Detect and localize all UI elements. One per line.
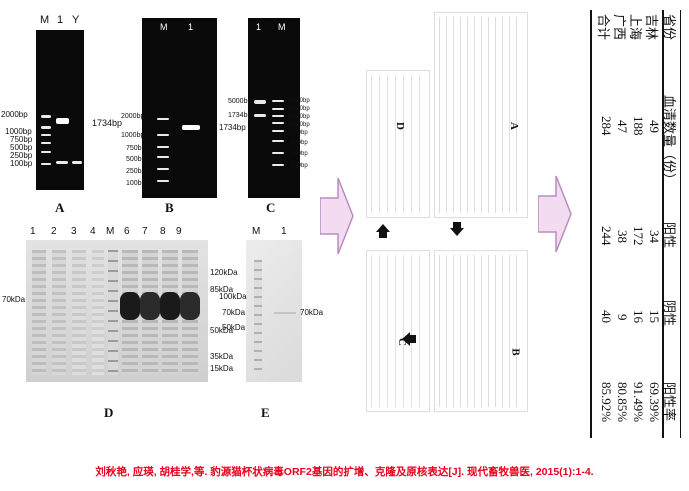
- gel-b-band-label: 1734bp: [219, 123, 246, 132]
- row-jilin-count: 49: [647, 120, 662, 133]
- middle-tables: A B C D: [362, 10, 530, 412]
- gel-a-marker-500: 500bp: [10, 143, 33, 152]
- gel-d-marker-120: 120kDa: [210, 268, 238, 277]
- gel-c-marker-1000: 1.000bp: [288, 122, 310, 128]
- table-a: [434, 12, 528, 218]
- table-b: [434, 250, 528, 412]
- gel-d-lane-6: 6: [124, 226, 130, 237]
- row-guangxi-count: 47: [615, 120, 630, 133]
- gel-c-marker-500: 500bp: [291, 140, 308, 146]
- panel-letter-b: B: [165, 200, 174, 215]
- panel-letter-c: C: [266, 200, 276, 215]
- gel-d-left-70kda: 70kDa: [2, 295, 26, 304]
- gel-e-marker-50: 50kDa: [222, 323, 246, 332]
- gel-a-band-label: 1734bp: [92, 118, 123, 128]
- table-letter-b: B: [509, 348, 522, 356]
- right-arrow-icon: [320, 177, 354, 255]
- gel-e-band-label: 70kDa: [300, 308, 324, 317]
- table-letter-a: A: [507, 122, 520, 130]
- header-province: 省份: [662, 14, 677, 41]
- panel-letter-e: E: [261, 405, 270, 420]
- row-shanghai-rate: 91.49%: [631, 382, 646, 423]
- gel-c-left-1734: 1734bp: [228, 112, 252, 119]
- table-d: [366, 70, 430, 218]
- gel-b-marker-1000: 1000bp: [121, 132, 145, 139]
- gel-c-marker-100: 100bp: [291, 163, 308, 169]
- gel-c-image: 1 M: [248, 18, 300, 198]
- row-shanghai-negative: 16: [631, 310, 646, 323]
- gel-d-lane-m: M: [106, 226, 115, 237]
- gel-b-marker-2000: 2000bp: [121, 113, 145, 120]
- gel-c-lane-m: M: [278, 22, 286, 32]
- gel-d-marker-15: 15kDa: [210, 364, 234, 373]
- gel-d-lane-4: 4: [90, 226, 96, 237]
- row-jilin-negative: 15: [647, 310, 662, 323]
- row-shanghai-count: 188: [631, 116, 646, 136]
- gel-b-marker-500: 500bp: [126, 156, 146, 163]
- gel-e-marker-70: 70kDa: [222, 308, 246, 317]
- gel-d-marker-35: 35kDa: [210, 352, 234, 361]
- gel-b-lane-m: M: [160, 22, 168, 32]
- gel-d-marker-50: 50kDa: [210, 326, 234, 335]
- table-c: [366, 250, 430, 412]
- gel-e-image: [246, 240, 302, 382]
- gel-a-marker-1000: 1000bp: [5, 127, 32, 136]
- gel-a-lane-1: 1: [57, 14, 64, 26]
- row-guangxi-rate: 80.85%: [615, 382, 630, 423]
- gel-d-marker-85: 85kDa: [210, 285, 234, 294]
- gel-c-marker-750: 750bp: [291, 130, 308, 136]
- gel-a-lane-y: Y: [72, 14, 80, 26]
- header-positive-rate: 阳性率: [662, 382, 677, 422]
- left-arrow-icon: [402, 332, 416, 346]
- gel-b-lane-1: 1: [188, 22, 194, 32]
- citation: 刘秋艳, 应瑛, 胡桂学,等. 豹源猫杯状病毒ORF2基因的扩增、克隆及原核表达…: [95, 466, 594, 478]
- gel-a-marker-750: 750bp: [10, 135, 33, 144]
- gel-c-marker-2000: 2.000bp: [288, 106, 310, 112]
- header-serum-count: 血清数量（份）: [662, 95, 677, 187]
- gel-d-lane-2: 2: [51, 226, 57, 237]
- gel-a-marker-250: 250bp: [10, 151, 33, 160]
- panel-letter-a: A: [55, 200, 65, 215]
- header-positive: 阳性: [662, 222, 677, 249]
- header-negative: 阴性: [662, 300, 677, 327]
- row-jilin-rate: 69.39%: [647, 382, 662, 423]
- stats-table: 省份 血清数量（份） 阳性 阴性 阳性率 吉林 49 34 15 69.39% …: [582, 10, 686, 440]
- gel-e-lane-1: 1: [281, 226, 287, 237]
- row-shanghai-positive: 172: [631, 226, 646, 246]
- gel-b-marker-100: 100bp: [126, 180, 146, 187]
- right-arrow-icon-2: [538, 175, 572, 253]
- down-arrow-icon: [450, 222, 464, 236]
- row-total-positive: 244: [599, 226, 614, 246]
- gel-e-marker-100: 100kDa: [219, 292, 247, 301]
- gel-c-lane-1: 1: [256, 22, 262, 32]
- gel-a-lane-m: M: [40, 14, 50, 26]
- gel-c-left-5000: 5000bp: [228, 98, 252, 105]
- gel-d-lane-1: 1: [30, 226, 36, 237]
- gel-a-marker-100: 100bp: [10, 159, 33, 168]
- gel-c-marker-1500: 1.500bp: [288, 114, 310, 120]
- row-total-negative: 40: [599, 310, 614, 323]
- gel-c-marker-5000: 5.000bp: [288, 98, 310, 104]
- gel-e-lane-m: M: [252, 226, 261, 237]
- gel-b-image: M 1: [142, 18, 217, 198]
- row-total-rate: 85.92%: [599, 382, 614, 423]
- gel-d-lane-7: 7: [142, 226, 148, 237]
- up-arrow-icon: [376, 224, 390, 238]
- row-jilin-positive: 34: [647, 230, 662, 243]
- table-letter-d: D: [393, 122, 406, 130]
- gel-d-lane-3: 3: [71, 226, 77, 237]
- gel-a-marker-2000: 2000bp: [1, 110, 28, 119]
- row-guangxi-positive: 38: [615, 230, 630, 243]
- gel-b-marker-250: 250bp: [126, 168, 146, 175]
- gel-c-marker-250: 250bp: [291, 151, 308, 157]
- panel-letter-d: D: [104, 405, 114, 420]
- row-total-count: 284: [599, 116, 614, 136]
- row-guangxi-negative: 9: [615, 314, 630, 321]
- gel-a-image: M 1 Y: [36, 14, 84, 190]
- gel-b-marker-750: 750bp: [126, 145, 146, 152]
- row-total-province: 合计: [596, 14, 611, 41]
- gel-d-lane-9: 9: [176, 226, 182, 237]
- gel-d-image: [26, 240, 208, 382]
- gel-d-lane-8: 8: [160, 226, 166, 237]
